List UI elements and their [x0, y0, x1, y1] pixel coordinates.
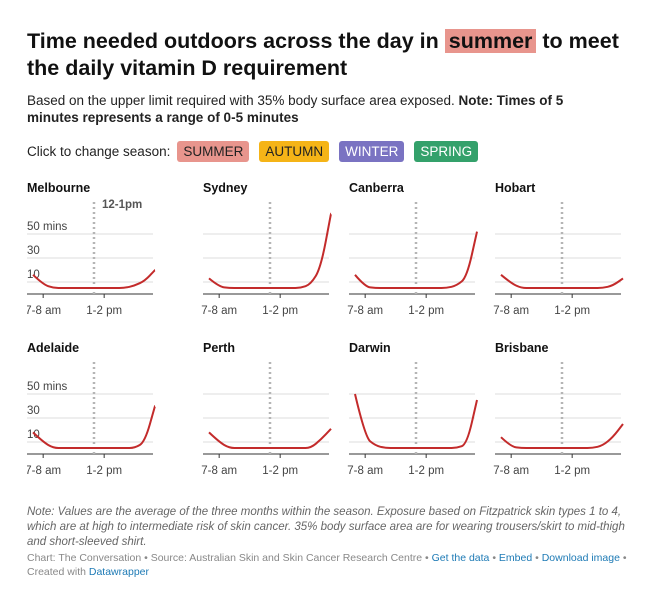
city-label: Sydney — [203, 181, 248, 195]
x-tick-label: 1-2 pm — [86, 305, 122, 317]
chart-subtitle: Based on the upper limit required with 3… — [27, 92, 617, 126]
footnote: Note: Values are the average of the thre… — [27, 506, 625, 548]
series-line — [500, 274, 624, 289]
summer-button[interactable]: SUMMER — [177, 141, 250, 162]
x-tick-label: 1-2 pm — [86, 465, 122, 477]
series-line — [32, 269, 156, 289]
city-label: Perth — [203, 341, 235, 355]
season-selector: Click to change season: SUMMER AUTUMN WI… — [27, 141, 488, 162]
y-tick-label: 30 — [27, 405, 40, 417]
x-tick-label: 7-8 am — [201, 465, 237, 477]
datawrapper-link[interactable]: Datawrapper — [88, 566, 149, 578]
x-tick-label: 1-2 pm — [408, 305, 444, 317]
embed-link[interactable]: Embed — [498, 552, 533, 564]
season-selector-label: Click to change season: — [27, 144, 171, 159]
city-label: Darwin — [349, 341, 391, 355]
credit-text: Chart: The Conversation • Source: Austra… — [27, 552, 432, 564]
title-text-end: to meet the daily vitamin D requirement — [27, 29, 619, 80]
chart-title: Time needed outdoors across the day in s… — [27, 28, 627, 82]
get-data-link[interactable]: Get the data — [431, 552, 490, 564]
noon-marker-label: 12-1pm — [102, 199, 142, 211]
y-tick-label: 50 mins — [27, 221, 68, 233]
x-tick-label: 7-8 am — [493, 465, 529, 477]
series-line — [208, 428, 332, 449]
panel-sydney: Sydney 7-8 am 1-2 pm — [201, 181, 332, 317]
x-tick-label: 7-8 am — [347, 305, 383, 317]
panel-perth: Perth 7-8 am 1-2 pm — [201, 341, 332, 477]
season-highlight: summer — [444, 29, 537, 53]
series-line — [500, 423, 624, 449]
x-tick-label: 7-8 am — [27, 305, 61, 317]
panel-hobart: Hobart 7-8 am 1-2 pm — [493, 181, 624, 317]
panel-darwin: Darwin 7-8 am 1-2 pm — [347, 341, 478, 477]
panel-canberra: Canberra 7-8 am 1-2 pm — [347, 181, 478, 317]
spring-button[interactable]: SPRING — [414, 141, 479, 162]
x-tick-label: 1-2 pm — [408, 465, 444, 477]
autumn-button[interactable]: AUTUMN — [259, 141, 330, 162]
x-tick-label: 1-2 pm — [262, 465, 298, 477]
created-with-text: Created with — [27, 566, 86, 578]
x-tick-label: 7-8 am — [201, 305, 237, 317]
series-line — [208, 213, 332, 289]
x-tick-label: 1-2 pm — [262, 305, 298, 317]
city-label: Brisbane — [495, 341, 549, 355]
x-tick-label: 1-2 pm — [554, 305, 590, 317]
y-tick-label: 50 mins — [27, 381, 68, 393]
title-text: Time needed outdoors across the day in — [27, 29, 445, 53]
panel-adelaide: Adelaide 10 30 50 mins 7-8 am 1-2 pm — [27, 341, 156, 477]
series-line — [32, 405, 156, 449]
series-line — [354, 393, 478, 449]
city-label: Hobart — [495, 181, 536, 195]
subtitle-text: Based on the upper limit required with 3… — [27, 93, 459, 108]
city-label: Canberra — [349, 181, 405, 195]
subtitle-note: Note: Times of 5 minutes represents a ra… — [27, 93, 564, 125]
y-tick-label: 30 — [27, 245, 40, 257]
city-label: Adelaide — [27, 341, 79, 355]
x-tick-label: 7-8 am — [347, 465, 383, 477]
credit-line: Chart: The Conversation • Source: Austra… — [27, 552, 627, 578]
x-tick-label: 7-8 am — [27, 465, 61, 477]
panel-brisbane: Brisbane 7-8 am 1-2 pm — [493, 341, 624, 477]
city-label: Melbourne — [27, 181, 90, 195]
x-tick-label: 1-2 pm — [554, 465, 590, 477]
y-tick-label: 10 — [27, 429, 40, 441]
series-line — [354, 231, 478, 289]
x-tick-label: 7-8 am — [493, 305, 529, 317]
winter-button[interactable]: WINTER — [339, 141, 405, 162]
download-image-link[interactable]: Download image — [541, 552, 620, 564]
